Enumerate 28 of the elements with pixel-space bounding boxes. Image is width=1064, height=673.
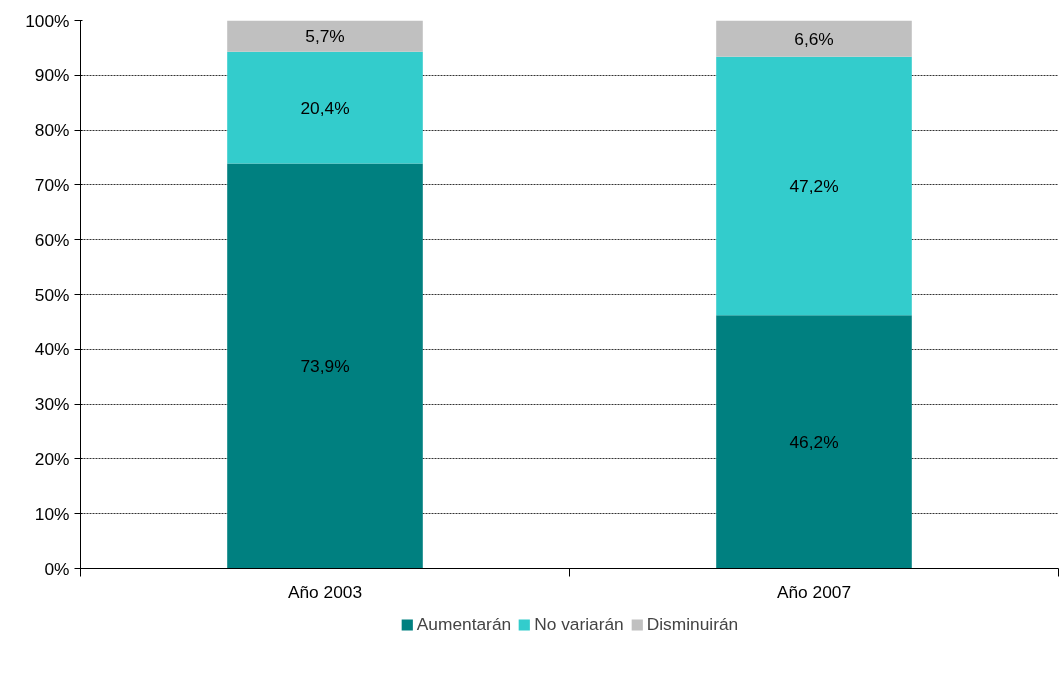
y-tick-label: 50% bbox=[34, 284, 70, 305]
bar bbox=[227, 163, 423, 569]
y-tick-label: 10% bbox=[34, 503, 70, 524]
x-tick-label: Año 2003 bbox=[287, 581, 363, 602]
y-tick-label: 100% bbox=[25, 10, 70, 31]
y-tick-label: 60% bbox=[34, 229, 70, 250]
y-tick-label: 0% bbox=[44, 558, 70, 579]
bar bbox=[716, 20, 912, 57]
data-label: 73,9% bbox=[300, 356, 350, 377]
y-tick-label: 40% bbox=[34, 339, 70, 360]
legend-label: Disminuirán bbox=[646, 613, 739, 635]
bar bbox=[227, 51, 423, 164]
data-label: 46,2% bbox=[789, 431, 839, 452]
y-tick-label: 20% bbox=[34, 448, 70, 469]
x-tick-label: Año 2007 bbox=[776, 581, 852, 602]
bar bbox=[227, 20, 423, 52]
data-label: 6,6% bbox=[794, 28, 834, 49]
legend-label: Aumentarán bbox=[416, 613, 512, 635]
legend-label: No variarán bbox=[534, 613, 624, 635]
bar bbox=[716, 315, 912, 569]
y-tick-label: 90% bbox=[34, 65, 70, 86]
y-tick-label: 80% bbox=[34, 120, 70, 141]
y-tick-label: 70% bbox=[34, 174, 70, 195]
data-label: 47,2% bbox=[789, 176, 839, 196]
data-label: 20,4% bbox=[300, 97, 350, 118]
y-tick-label: 30% bbox=[34, 394, 70, 415]
bar bbox=[716, 56, 912, 316]
data-label: 5,7% bbox=[305, 26, 345, 47]
